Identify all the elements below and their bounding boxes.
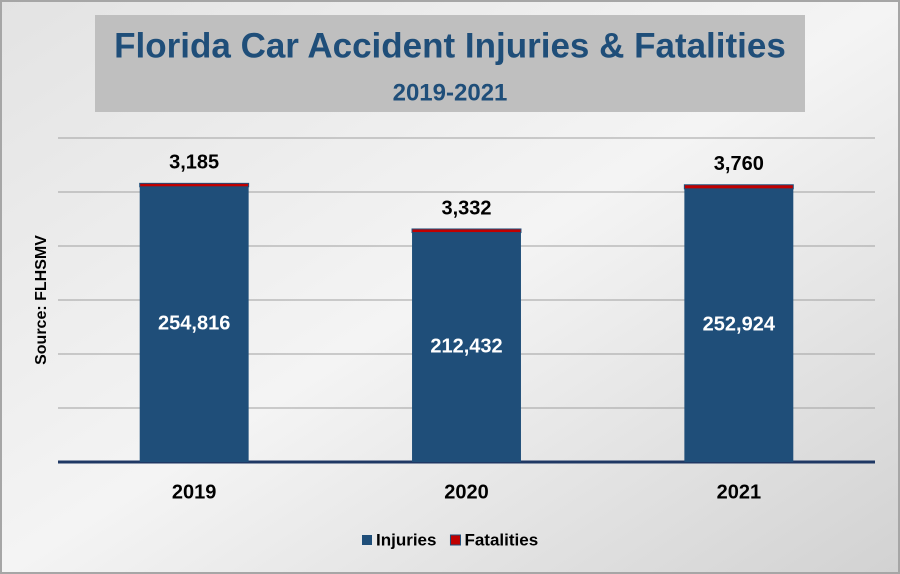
legend-label: Fatalities <box>464 530 538 549</box>
legend-swatch <box>362 535 372 545</box>
x-tick-label: 2021 <box>717 481 762 503</box>
data-label: 3,760 <box>714 153 764 175</box>
legend-label: Injuries <box>376 530 436 549</box>
chart-subtitle: 2019-2021 <box>393 79 508 106</box>
bar-segment <box>139 186 249 463</box>
data-label: 252,924 <box>703 314 776 336</box>
bar-segment <box>412 232 521 462</box>
legend-swatch <box>449 534 461 546</box>
source-note: Source: FLHSMV <box>33 235 50 365</box>
chart-title: Florida Car Accident Injuries & Fataliti… <box>114 26 786 65</box>
data-label: 3,185 <box>169 152 219 174</box>
bar-segment <box>411 228 522 234</box>
bar-segment <box>684 188 794 462</box>
title-box <box>95 15 805 112</box>
data-label: 254,816 <box>158 313 230 335</box>
x-tick-label: 2020 <box>444 481 489 503</box>
data-label: 3,332 <box>441 197 491 219</box>
data-label: 212,432 <box>430 336 502 358</box>
bar-segment <box>683 184 794 190</box>
x-tick-label: 2019 <box>172 481 217 503</box>
bar-segment <box>139 182 250 188</box>
